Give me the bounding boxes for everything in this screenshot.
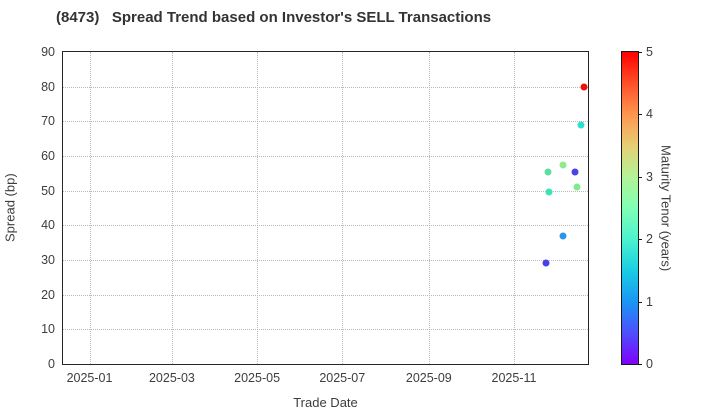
x-gridline [342,52,344,364]
y-tick-label: 0 [48,357,55,371]
y-gridline [63,225,588,227]
x-gridline [428,52,430,364]
x-gridline [89,52,91,364]
y-gridline [63,190,588,192]
colorbar-tick-label: 1 [646,294,653,309]
colorbar-tick-label: 4 [646,107,653,122]
x-gridline [257,52,259,364]
y-tick-label: 10 [41,322,55,337]
x-tick-label: 2025-01 [66,371,113,385]
y-gridline [63,121,588,123]
colorbar-tick-label: 5 [646,45,653,59]
scatter-point [577,121,585,129]
y-tick-label: 20 [41,287,55,302]
x-tick-label: 2025-11 [491,371,537,385]
colorbar-label: Maturity Tenor (years) [658,144,674,272]
x-gridline [513,52,515,364]
chart-title: (8473) Spread Trend based on Investor's … [56,9,492,26]
y-gridline [63,260,588,261]
y-tick-label: 60 [41,149,55,163]
y-gridline [63,156,588,157]
x-tick-label: 2025-05 [234,371,281,385]
y-gridline [63,86,588,88]
colorbar-tick [638,364,642,365]
y-gridline [63,329,588,331]
colorbar: 0 1 2 3 4 5 [621,45,653,371]
plot-area: 0 10 20 30 40 50 60 70 80 90 2025-01 2025-03 2025-05… [41,45,589,385]
x-gridline [171,52,173,364]
scatter-point [573,183,581,191]
x-tick-label: 2025-03 [148,371,195,385]
y-tick-label: 70 [41,114,55,129]
x-tick-label: 2025-07 [319,371,366,385]
y-axis-label: Spread (bp) [2,173,18,243]
scatter-point [580,83,588,91]
colorbar-tick [638,114,642,116]
y-tick-label: 50 [41,183,55,198]
y-gridline [63,294,588,296]
colorbar-tick [638,52,642,53]
y-tick-label: 90 [41,45,55,59]
y-tick-label: 80 [41,79,55,94]
scatter-point [544,168,551,176]
colorbar-tick-label: 2 [646,232,653,247]
colorbar-tick-label: 0 [646,357,653,371]
colorbar-tick [638,176,642,178]
colorbar-tick [638,239,642,241]
colorbar-tick-label: 3 [646,169,653,184]
colorbar-tick [638,301,642,303]
scatter-point [571,168,579,176]
scatter-point [545,188,553,196]
y-tick-label: 30 [41,253,55,267]
y-tick-label: 40 [41,218,55,233]
x-axis-label: Trade Date [293,395,358,410]
x-tick-label: 2025-09 [405,371,452,385]
scatter-point [559,232,567,240]
scatter-point [542,259,550,267]
scatter-point [559,161,567,169]
